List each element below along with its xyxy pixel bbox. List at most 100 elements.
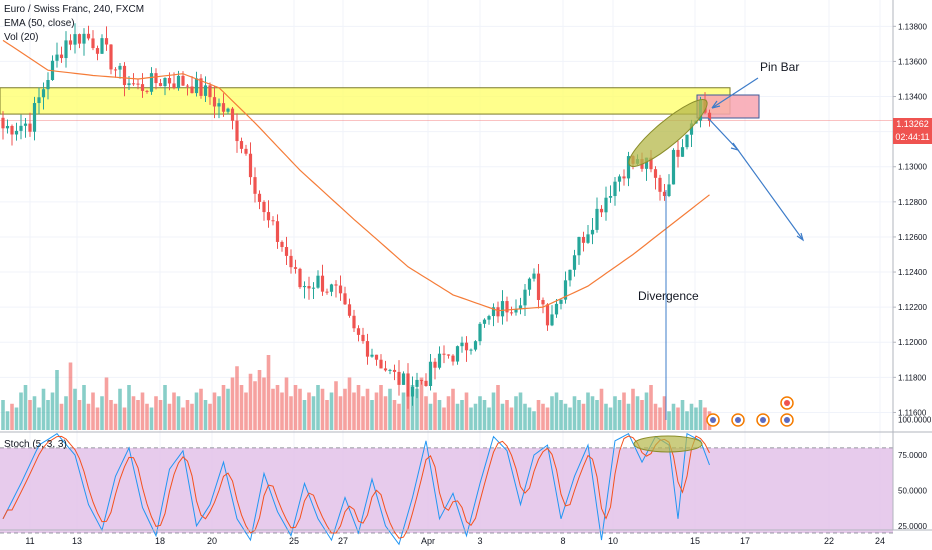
ema-legend[interactable]: EMA (50, close) <box>4 18 75 29</box>
candle-body <box>442 353 446 355</box>
candle-body <box>91 38 95 49</box>
time-tick-label: 13 <box>72 536 82 546</box>
volume-bar <box>334 381 338 430</box>
candle-body <box>563 280 568 300</box>
price-tick-label: 1.13600 <box>898 57 927 66</box>
candle-body <box>5 125 10 129</box>
volume-bar <box>41 388 46 430</box>
time-tick-label: 25 <box>289 536 299 546</box>
volume-bar <box>689 403 694 430</box>
volume-bar <box>253 381 257 430</box>
volume-bar <box>325 400 329 430</box>
symbol-legend[interactable]: Euro / Swiss Franc, 240, FXCM <box>4 4 145 15</box>
volume-bar <box>550 396 554 430</box>
time-tick-label: 20 <box>207 536 217 546</box>
candle-body <box>505 301 509 313</box>
candle-body <box>541 299 545 305</box>
candle-body <box>266 212 271 221</box>
candle-body <box>613 181 617 197</box>
candle-body <box>145 90 149 92</box>
price-tick-label: 1.11600 <box>898 408 927 417</box>
time-tick-label: 24 <box>875 536 885 546</box>
volume-bar <box>271 388 275 430</box>
volume-bar <box>433 392 437 430</box>
volume-bar <box>352 392 356 430</box>
price-tick-label: 1.13400 <box>898 93 927 102</box>
volume-bar <box>662 396 667 430</box>
volume-bar <box>505 400 509 430</box>
candle-body <box>154 73 158 84</box>
volume-bar <box>64 396 68 430</box>
countdown-tag: 02:44:11 <box>893 131 932 144</box>
resistance-zone <box>0 87 731 115</box>
volume-bar <box>644 392 649 430</box>
time-tick-label: 18 <box>155 536 165 546</box>
volume-bar <box>446 396 451 430</box>
volume-bar <box>163 385 167 430</box>
volume-bar <box>149 407 154 430</box>
volume-bar <box>491 392 496 430</box>
volume-bar <box>217 396 221 430</box>
volume-bar <box>482 400 487 430</box>
candle-body <box>536 273 541 300</box>
volume-legend[interactable]: Vol (20) <box>4 32 39 43</box>
candle-body <box>55 54 59 61</box>
volume-bar <box>374 392 379 430</box>
candle-body <box>581 236 586 243</box>
candle-body <box>329 284 334 292</box>
candle-body <box>379 359 383 369</box>
volume-bar <box>230 377 235 430</box>
stoch-band <box>0 447 893 533</box>
candle-body <box>316 275 320 288</box>
candle-body <box>365 341 370 357</box>
time-tick-label: 15 <box>690 536 700 546</box>
volume-bar <box>199 388 203 430</box>
volume-bar <box>50 392 55 430</box>
volume-bar <box>698 400 703 430</box>
volume-bar <box>613 396 617 430</box>
stoch-legend[interactable]: Stoch (5, 3, 3) <box>4 439 67 450</box>
candle-body <box>176 75 181 89</box>
candle-body <box>32 103 37 132</box>
candle-body <box>217 103 221 107</box>
volume-bar <box>496 385 500 430</box>
volume-bar <box>293 385 298 430</box>
candle-body <box>622 176 626 179</box>
candle-body <box>509 312 514 314</box>
candle-body <box>676 149 680 157</box>
volume-bar <box>275 385 280 430</box>
candle-body <box>257 193 262 202</box>
candle-body <box>68 40 73 45</box>
volume-bar <box>581 403 586 430</box>
candle-body <box>343 293 347 305</box>
volume-bar <box>451 388 455 430</box>
volume-bar <box>365 388 370 430</box>
candle-body <box>685 134 689 148</box>
volume-bar <box>509 407 514 430</box>
candle-body <box>203 85 208 96</box>
candle-body <box>82 33 86 44</box>
price-tick-label: 1.12000 <box>898 338 927 347</box>
volume-bar <box>203 400 208 430</box>
candle-body <box>437 353 442 368</box>
candle-body <box>307 286 311 289</box>
candle-body <box>662 191 667 197</box>
volume-bar <box>266 355 271 430</box>
volume-bar <box>190 403 194 430</box>
volume-bar <box>586 392 590 430</box>
candle-body <box>289 255 293 268</box>
candle-body <box>226 108 230 112</box>
candle-body <box>28 123 32 132</box>
volume-bar <box>545 407 550 430</box>
volume-bar <box>172 392 176 430</box>
candle-body <box>271 220 275 222</box>
candle-body <box>388 369 392 371</box>
volume-bar <box>379 385 383 430</box>
candle-body <box>451 355 455 362</box>
ema-line <box>2 39 710 312</box>
volume-bar <box>194 392 199 430</box>
candle-body <box>514 308 518 313</box>
candle-body <box>554 303 559 315</box>
